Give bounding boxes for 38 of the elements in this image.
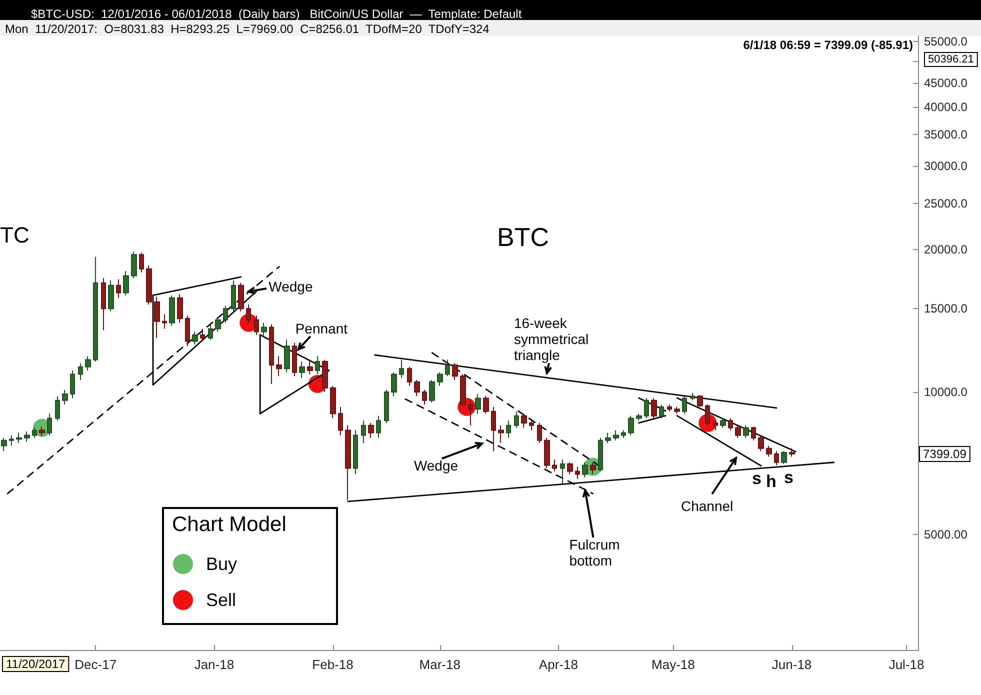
y-tick-label: 30000.0 [924,159,968,174]
annotation: h [766,472,776,491]
y-tick-label: 10000.0 [924,384,968,399]
x-tick-label: Apr-18 [538,657,578,672]
x-tick-label: Jan-18 [194,657,234,672]
x-tick-label: Jun-18 [772,657,812,672]
text: 11/20/2017 [6,657,66,671]
annotation: 6/1/18 06:59 = 7399.09 (-85.91) [743,38,914,52]
text: Mon 11/20/2017: O=8031.83 H=8293.25 L=7969.00 C=8256.01 TDofM=20 TDofY=324 [5,22,490,36]
x-tick-label: Jul-18 [888,657,924,672]
annotation: Wedge [414,458,458,474]
y-tick-label: 45000.0 [924,76,968,90]
x-tick-label: May-18 [652,657,695,672]
x-tick-label: Dec-17 [74,657,117,672]
y-tick-label: 35000.0 [924,127,968,142]
annotation: Fulcrum bottom [569,536,620,569]
annotation: Pennant [295,320,348,336]
legend-title: Chart Model [172,513,286,536]
text: 50396.21 [928,54,974,66]
text: 7399.09 [923,447,967,461]
annotation: TC [0,222,30,248]
annotation: BTC [497,222,549,252]
y-tick-label: 20000.0 [924,242,968,256]
chart-title: $BTC-USD: 12/01/2016 - 06/01/2018 (Daily bars) BitCoin/US Dollar — Template: Default [31,7,522,21]
annotation: Wedge [268,278,313,295]
legend-label: Sell [206,590,236,610]
annotation: s [784,468,794,487]
y-tick-label: 5000.00 [924,527,968,542]
x-tick-label: Feb-18 [312,657,354,672]
annotation: Channel [681,498,734,514]
y-tick-label: 15000.0 [924,302,968,316]
legend-label: Buy [206,554,238,574]
y-tick-label: 25000.0 [924,196,968,211]
y-tick-label: 55000.0 [924,34,968,49]
annotation: s [752,469,762,488]
annotation: 16-week symmetrical triangle [514,315,589,364]
y-tick-label: 40000.0 [924,100,968,114]
x-tick-label: Mar-18 [419,657,460,672]
